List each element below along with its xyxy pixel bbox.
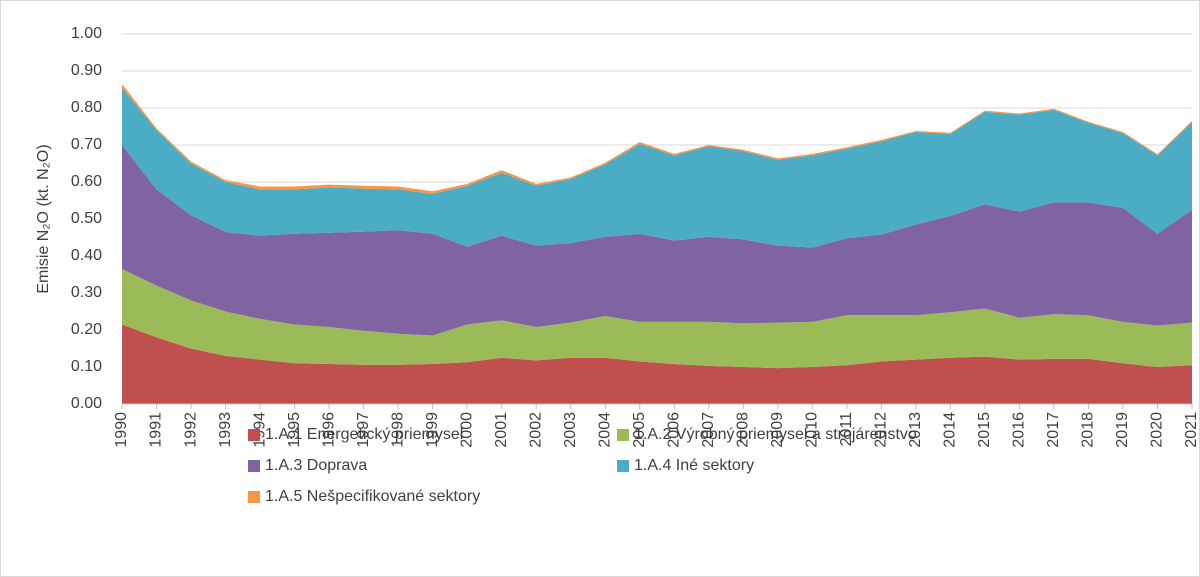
x-tick-label: 2017 [1045,412,1062,448]
x-tick-label: 2010 [804,412,821,448]
x-tick-label: 2006 [665,412,682,448]
legend-swatch [617,429,629,441]
x-tick-label: 2019 [1114,412,1131,448]
y-tick-label: 0.30 [71,284,102,301]
y-tick-label: 0.50 [71,210,102,227]
x-tick-label: 2021 [1183,412,1200,448]
legend-swatch [248,429,260,441]
y-tick-label: 0.60 [71,173,102,190]
y-tick-label: 0.80 [71,99,102,116]
x-tick-label: 1997 [355,412,372,448]
x-tick-label: 2018 [1080,412,1097,448]
x-tick-label: 2011 [838,412,855,447]
area [122,324,1192,404]
y-tick-label: 1.00 [71,25,102,42]
x-tick-label: 1998 [389,412,406,448]
y-axis-title: Emisie N₂O (kt. N₂O) [35,144,52,293]
x-tick-label: 2007 [700,412,717,448]
legend-swatch [248,460,260,472]
x-tick-label: 2014 [942,412,959,448]
y-tick-label: 0.10 [71,358,102,375]
x-tick-label: 1993 [217,412,234,448]
y-tick-label: 0.20 [71,321,102,338]
x-tick-label: 2016 [1011,412,1028,448]
legend-label: 1.A.1 Energetický priemysel [265,426,463,443]
area [122,87,1192,248]
area [122,268,1192,369]
legend-label: 1.A.4 Iné sektory [634,457,754,474]
x-tick-label: 1991 [148,412,165,448]
x-tick-label: 2002 [527,412,544,448]
x-tick-label: 2020 [1149,412,1166,448]
x-tick-label: 2003 [562,412,579,448]
x-tick-label: 1990 [113,412,130,448]
y-tick-label: 0.00 [71,395,102,412]
y-tick-label: 0.90 [71,62,102,79]
area [122,145,1192,336]
y-tick-label: 0.40 [71,247,102,264]
legend-label: 1.A.5 Nešpecifikované sektory [265,488,480,505]
x-tick-label: 2005 [631,412,648,448]
x-tick-label: 2004 [596,412,613,448]
x-tick-label: 1995 [286,412,303,448]
legend-swatch [617,460,629,472]
x-tick-label: 2008 [735,412,752,448]
x-tick-label: 2001 [493,412,510,448]
legend-swatch [248,491,260,503]
x-tick-label: 1992 [182,412,199,448]
x-tick-label: 2013 [907,412,924,448]
y-tick-label: 0.70 [71,136,102,153]
x-tick-label: 2015 [976,412,993,448]
x-tick-label: 1996 [320,412,337,448]
x-tick-label: 2012 [873,412,890,448]
x-tick-label: 2009 [769,412,786,448]
legend-label: 1.A.2 Výrobný priemysel a strojárenstvo [634,426,917,443]
x-tick-label: 1999 [424,412,441,448]
legend-label: 1.A.3 Doprava [265,457,367,474]
x-tick-label: 2000 [458,412,475,448]
